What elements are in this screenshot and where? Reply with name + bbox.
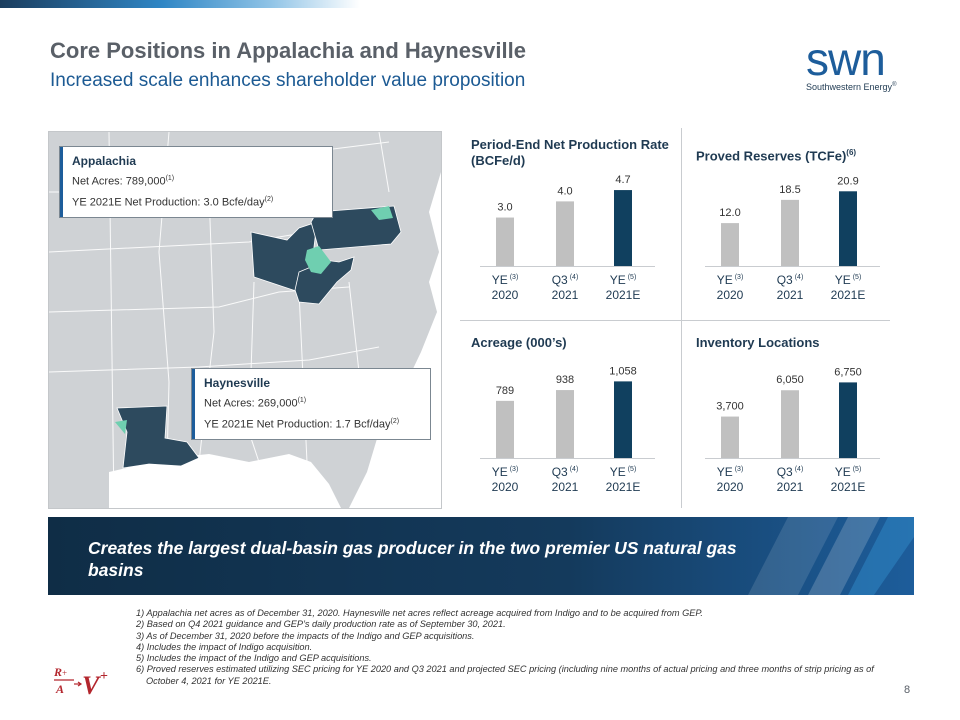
- x-tick-label-year: 2021: [777, 480, 804, 494]
- x-tick-label-year: 2020: [492, 480, 519, 494]
- inventory-panel-title: Inventory Locations: [696, 335, 820, 350]
- x-tick-label: Q3 (4): [552, 465, 579, 479]
- page-title: Core Positions in Appalachia and Haynesv…: [50, 38, 526, 63]
- svg-text:+: +: [100, 669, 108, 684]
- svg-text:R: R: [53, 665, 62, 679]
- appalachia-production: YE 2021E Net Production: 3.0 Bcfe/day(2): [72, 195, 274, 209]
- bar: [614, 190, 632, 266]
- bar: [496, 400, 514, 458]
- footnote: 5) Includes the impact of the Indigo and…: [136, 653, 372, 664]
- x-tick-label: YE (3): [717, 465, 744, 479]
- bar-chart-svg: 789 YE (3)2020 938 Q3 (4)2021 1,058 YE (5)2021E: [480, 365, 655, 494]
- bar-value-label: 4.0: [557, 185, 572, 197]
- bar: [614, 381, 632, 458]
- bar-chart-svg: 3,700 YE (3)2020 6,050 Q3 (4)2021 6,750 YE (5)20…: [705, 366, 880, 494]
- bar: [556, 390, 574, 458]
- haynesville-production: YE 2021E Net Production: 1.7 Bcf/day(2): [204, 417, 400, 431]
- svg-text:V: V: [82, 671, 102, 700]
- bar-value-label: 789: [496, 385, 514, 397]
- bar-chart-svg: 3.0 YE (3)2020 4.0 Q3 (4)2021 4.7 YE (5)2021E: [480, 174, 655, 302]
- banner-stripes: [748, 517, 914, 595]
- production-panel-title: Period-End Net Production Rate (BCFe/d): [471, 137, 669, 168]
- bar-chart-svg: 12.0 YE (3)2020 18.5 Q3 (4)2021 20.9 YE (5)2021E: [705, 175, 880, 302]
- bar-value-label: 1,058: [609, 365, 637, 377]
- banner-text: Creates the largest dual-basin gas produ…: [88, 538, 737, 580]
- rav-logo: R + A V +: [53, 665, 108, 700]
- x-tick-label: YE (3): [492, 465, 519, 479]
- x-tick-label: Q3 (4): [777, 273, 804, 287]
- bar-value-label: 938: [556, 374, 574, 386]
- appalachia-net-acres: Net Acres: 789,000(1): [72, 175, 175, 188]
- top-accent-bar: [0, 0, 360, 8]
- haynesville-callout: Haynesville Net Acres: 269,000(1) YE 202…: [191, 368, 431, 441]
- bar-value-label: 6,050: [776, 374, 804, 386]
- x-tick-label-year: 2020: [717, 480, 744, 494]
- reserves-panel-title: Proved Reserves (TCFe)(6): [696, 148, 857, 164]
- haynesville-net-acres: Net Acres: 269,000(1): [204, 397, 307, 410]
- x-tick-label: YE (3): [492, 273, 519, 287]
- haynesville-label: Haynesville: [204, 376, 271, 390]
- bar-value-label: 12.0: [719, 207, 740, 219]
- logo-tagline: Southwestern Energy®: [806, 82, 897, 92]
- x-tick-label: YE (3): [717, 273, 744, 287]
- us-map: Appalachia Net Acres: 789,000(1) YE 2021…: [48, 131, 442, 509]
- acreage-chart: 789 YE (3) 2020 938 Q3 (4) 2021 1,058 YE (5) 2021E: [470, 352, 670, 502]
- x-tick-label-year: 2020: [717, 288, 744, 302]
- bar: [496, 217, 514, 266]
- x-tick-label-year: 2021E: [831, 480, 866, 494]
- bar: [721, 223, 739, 266]
- x-tick-label: Q3 (4): [552, 273, 579, 287]
- bar-value-label: 3.0: [497, 202, 512, 214]
- appalachia-callout: Appalachia Net Acres: 789,000(1) YE 2021…: [59, 146, 333, 219]
- bar-value-label: 18.5: [779, 184, 800, 196]
- x-tick-label: YE (5): [610, 465, 637, 479]
- footnote: 1) Appalachia net acres as of December 3…: [136, 608, 703, 618]
- bar-value-label: 20.9: [837, 175, 858, 187]
- bar-value-label: 4.7: [615, 174, 630, 186]
- panel-divider-horizontal: [460, 320, 890, 321]
- bar: [781, 390, 799, 458]
- footnotes: 1) Appalachia net acres as of December 3…: [136, 608, 876, 687]
- x-tick-label: YE (5): [835, 273, 862, 287]
- logo-wordmark: swn: [806, 33, 886, 85]
- x-tick-label: Q3 (4): [777, 465, 804, 479]
- company-logo: swn Southwestern Energy®: [806, 36, 916, 96]
- bar: [556, 201, 574, 266]
- bar-value-label: 3,700: [716, 401, 744, 413]
- x-tick-label: YE (5): [610, 273, 637, 287]
- production-chart: 3.0 YE (3) 2020 4.0 Q3 (4) 2021 4.7 YE (5) 2021E: [470, 160, 670, 310]
- svg-text:A: A: [55, 682, 64, 696]
- bar: [839, 382, 857, 458]
- page-subtitle: Increased scale enhances shareholder val…: [50, 70, 526, 91]
- footnote: 6) Proved reserves estimated utilizing S…: [136, 664, 874, 686]
- panel-divider-vertical: [681, 128, 682, 508]
- callout-banner: Creates the largest dual-basin gas produ…: [48, 517, 914, 595]
- x-tick-label-year: 2021: [552, 480, 579, 494]
- appalachia-label: Appalachia: [72, 154, 137, 168]
- svg-text:+: +: [62, 668, 67, 678]
- x-tick-label-year: 2021E: [831, 288, 866, 302]
- page-number: 8: [904, 684, 911, 696]
- bar-value-label: 6,750: [834, 366, 862, 378]
- x-tick-label-year: 2021E: [606, 480, 641, 494]
- footnote: 3) As of December 31, 2020 before the im…: [136, 630, 475, 641]
- bar: [839, 191, 857, 266]
- x-tick-label-year: 2021: [552, 288, 579, 302]
- footnote: 4) Includes the impact of Indigo acquisi…: [136, 641, 313, 652]
- bar: [781, 199, 799, 266]
- x-tick-label: YE (5): [835, 465, 862, 479]
- x-tick-label-year: 2021: [777, 288, 804, 302]
- x-tick-label-year: 2021E: [606, 288, 641, 302]
- footnote: 2) Based on Q4 2021 guidance and GEP’s d…: [136, 619, 506, 630]
- inventory-chart: 3,700 YE (3) 2020 6,050 Q3 (4) 2021 6,750 YE (5) 20…: [695, 352, 895, 502]
- acreage-panel-title: Acreage (000’s): [471, 335, 567, 350]
- x-tick-label-year: 2020: [492, 288, 519, 302]
- bar: [721, 416, 739, 458]
- reserves-chart: 12.0 YE (3) 2020 18.5 Q3 (4) 2021 20.9 YE (5) 2021E: [695, 160, 895, 310]
